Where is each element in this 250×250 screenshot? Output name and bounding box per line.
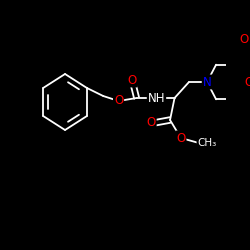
- Text: N: N: [203, 76, 211, 88]
- Text: O: O: [240, 33, 249, 46]
- Text: O: O: [128, 74, 137, 86]
- Text: O: O: [244, 76, 250, 88]
- Text: NH: NH: [148, 92, 165, 104]
- Text: O: O: [146, 116, 156, 130]
- Text: CH₃: CH₃: [198, 138, 217, 148]
- Text: O: O: [176, 132, 186, 144]
- Text: O: O: [114, 94, 123, 108]
